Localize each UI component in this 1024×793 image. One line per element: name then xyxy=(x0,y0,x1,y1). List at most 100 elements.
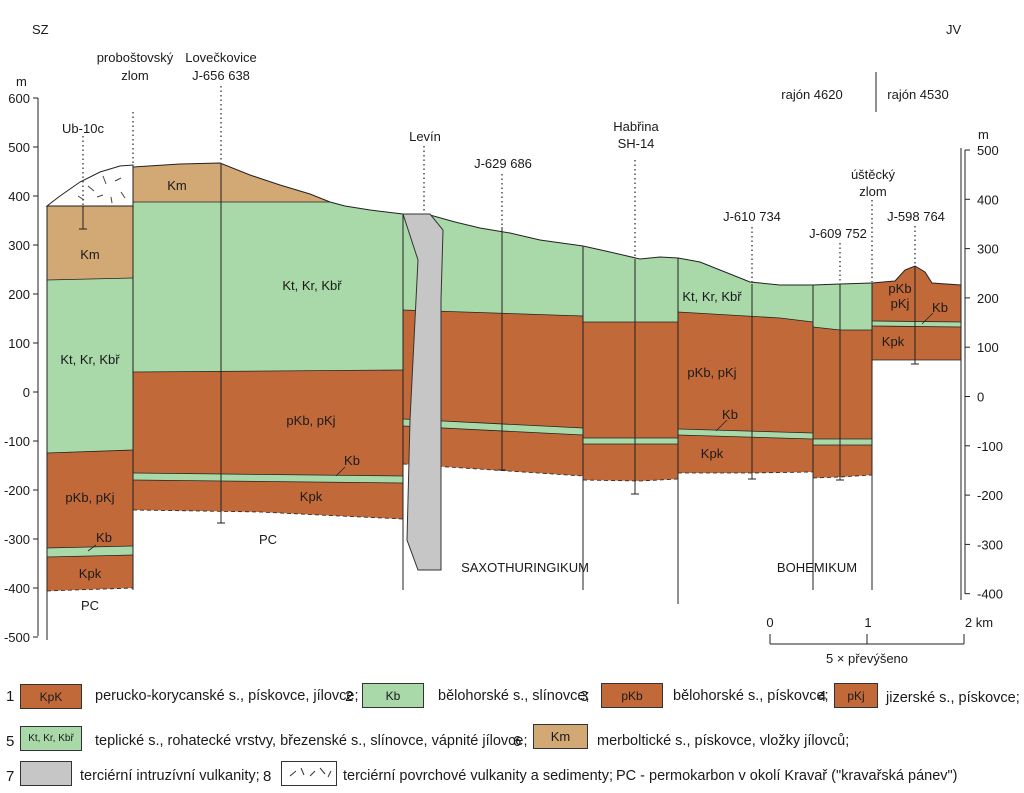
pkb-layer-a xyxy=(47,450,133,548)
fault-lines xyxy=(46,148,962,640)
legend-num: 5 xyxy=(6,733,15,750)
legend-num: 8 xyxy=(263,768,272,785)
right-axis-labels: 500 400 300 200 100 0 -100 -200 -300 -400 xyxy=(977,143,1003,602)
kt-layer-a xyxy=(47,278,133,453)
scale-0: 0 xyxy=(766,615,773,630)
pkb-layer-g xyxy=(872,266,961,322)
pkb-layer-f xyxy=(813,327,872,439)
legend-text: terciérní intruzívní vulkanity; xyxy=(80,768,260,784)
axis-tick-label: 300 xyxy=(8,238,30,253)
block-a xyxy=(45,164,134,592)
scale-bar xyxy=(769,634,965,645)
unit-kt-e: Kt, Kr, Kbř xyxy=(682,289,742,304)
unit-kpk-a: Kpk xyxy=(79,566,102,581)
axis-tick-label: -400 xyxy=(4,581,30,596)
unit-pkb-g: pKb xyxy=(888,281,911,296)
label-loveckovice-2: J-656 638 xyxy=(192,68,250,83)
legend-swatch-intrusive xyxy=(20,761,72,786)
block-e xyxy=(677,257,814,474)
block-g xyxy=(871,265,962,361)
legend-swatch-volcanic xyxy=(281,761,337,786)
legend-text: PC - permokarbon v okolí Kravař ("kravař… xyxy=(616,768,958,784)
block-b xyxy=(132,162,404,520)
axis-tick-label: 100 xyxy=(8,336,30,351)
axis-tick-label: 500 xyxy=(977,143,999,158)
unit-left: m xyxy=(16,74,27,89)
unit-kpk-e: Kpk xyxy=(701,446,724,461)
axis-tick-label: 300 xyxy=(977,242,999,257)
leader-lines xyxy=(82,86,916,283)
unit-pc-b: PC xyxy=(259,532,277,547)
legend-num: 3 xyxy=(580,688,589,705)
label-probostov-2: zlom xyxy=(121,68,148,83)
unit-pkb-b: pKb, pKj xyxy=(286,413,335,428)
axis-tick-label: 200 xyxy=(977,291,999,306)
unit-kpk-b: Kpk xyxy=(300,489,323,504)
left-axis xyxy=(33,97,39,638)
block-d xyxy=(582,245,679,482)
kt-layer-b xyxy=(133,202,403,372)
pkb-layer-e xyxy=(678,312,813,433)
unit-pc-a: PC xyxy=(81,598,99,613)
axis-tick-label: -300 xyxy=(977,537,1003,552)
region-saxothuringikum: SAXOTHURINGIKUM xyxy=(461,560,589,575)
kpk-layer-a xyxy=(47,555,133,591)
legend-num: 2 xyxy=(345,688,354,705)
direction-sz: SZ xyxy=(32,22,49,37)
label-probostov-1: proboštovský xyxy=(97,50,174,65)
left-axis-labels: 600 500 400 300 200 100 0 -100 -200 -300 -400 -500 xyxy=(4,91,30,645)
block-c xyxy=(402,213,584,477)
axis-tick-label: -200 xyxy=(977,488,1003,503)
right-axis xyxy=(964,149,970,595)
legend-text: perucko-korycanské s., pískovce, jílovce… xyxy=(95,688,359,704)
unit-kb-b: Kb xyxy=(344,453,360,468)
unit-pkb-e: pKb, pKj xyxy=(687,365,736,380)
axis-tick-label: 500 xyxy=(8,140,30,155)
unit-kb-g: Kb xyxy=(932,300,948,315)
axis-tick-label: 0 xyxy=(23,385,30,400)
pkb-layer-c xyxy=(403,310,583,428)
axis-tick-label: -100 xyxy=(977,439,1003,454)
unit-pkb-a: pKb, pKj xyxy=(65,490,114,505)
label-habrina-1: Habřina xyxy=(613,119,659,134)
axis-tick-label: 400 xyxy=(977,192,999,207)
label-habrina-2: SH-14 xyxy=(618,136,655,151)
label-j629: J-629 686 xyxy=(474,156,532,171)
kt-layer-c xyxy=(403,214,583,316)
legend-swatch-kt: Kt, Kr, Kbř xyxy=(20,726,82,751)
scale-1: 1 xyxy=(864,615,871,630)
legend-swatch-pkj: pKj xyxy=(834,683,878,708)
axis-tick-label: 600 xyxy=(8,91,30,106)
kb-layer-e xyxy=(678,429,813,439)
label-j610: J-610 734 xyxy=(723,209,781,224)
axis-tick-label: 400 xyxy=(8,189,30,204)
axis-tick-label: 200 xyxy=(8,287,30,302)
region-left: rajón 4620 xyxy=(781,87,842,102)
label-loveckovice-1: Lovečkovice xyxy=(185,50,257,65)
kpk-layer-d xyxy=(583,444,678,481)
unit-right: m xyxy=(978,127,989,142)
unit-kpk-g: Kpk xyxy=(882,334,905,349)
legend-swatch-kpk: KpK xyxy=(20,684,82,709)
pkb-layer-b xyxy=(133,370,403,476)
axis-tick-label: -300 xyxy=(4,532,30,547)
label-j598: J-598 764 xyxy=(887,209,945,224)
region-bohemikum: BOHEMIKUM xyxy=(777,560,857,575)
kb-layer-f xyxy=(813,439,872,445)
unit-kt-a: Kt, Kr, Kbř xyxy=(60,352,120,367)
km-layer-b xyxy=(133,163,330,202)
cross-section: 6005004003002001000-100-200-300-400-500 … xyxy=(4,22,1003,666)
unit-kb-e: Kb xyxy=(722,407,738,422)
kpk-layer-e xyxy=(678,435,813,473)
direction-jv: JV xyxy=(946,22,962,37)
unit-km-b: Km xyxy=(167,178,187,193)
legend-text: bělohorské s., slínovce; xyxy=(438,688,590,704)
kpk-layer-b xyxy=(133,480,403,519)
volcanic-intrusion xyxy=(402,213,444,571)
unit-pkj-g: pKj xyxy=(891,296,910,311)
label-ub10c: Ub-10c xyxy=(62,121,104,136)
legend-text: bělohorské s., pískovce; xyxy=(673,688,829,704)
legend-num: 7 xyxy=(6,768,15,785)
kb-layer-g xyxy=(872,321,961,327)
kt-layer-e xyxy=(678,258,813,322)
